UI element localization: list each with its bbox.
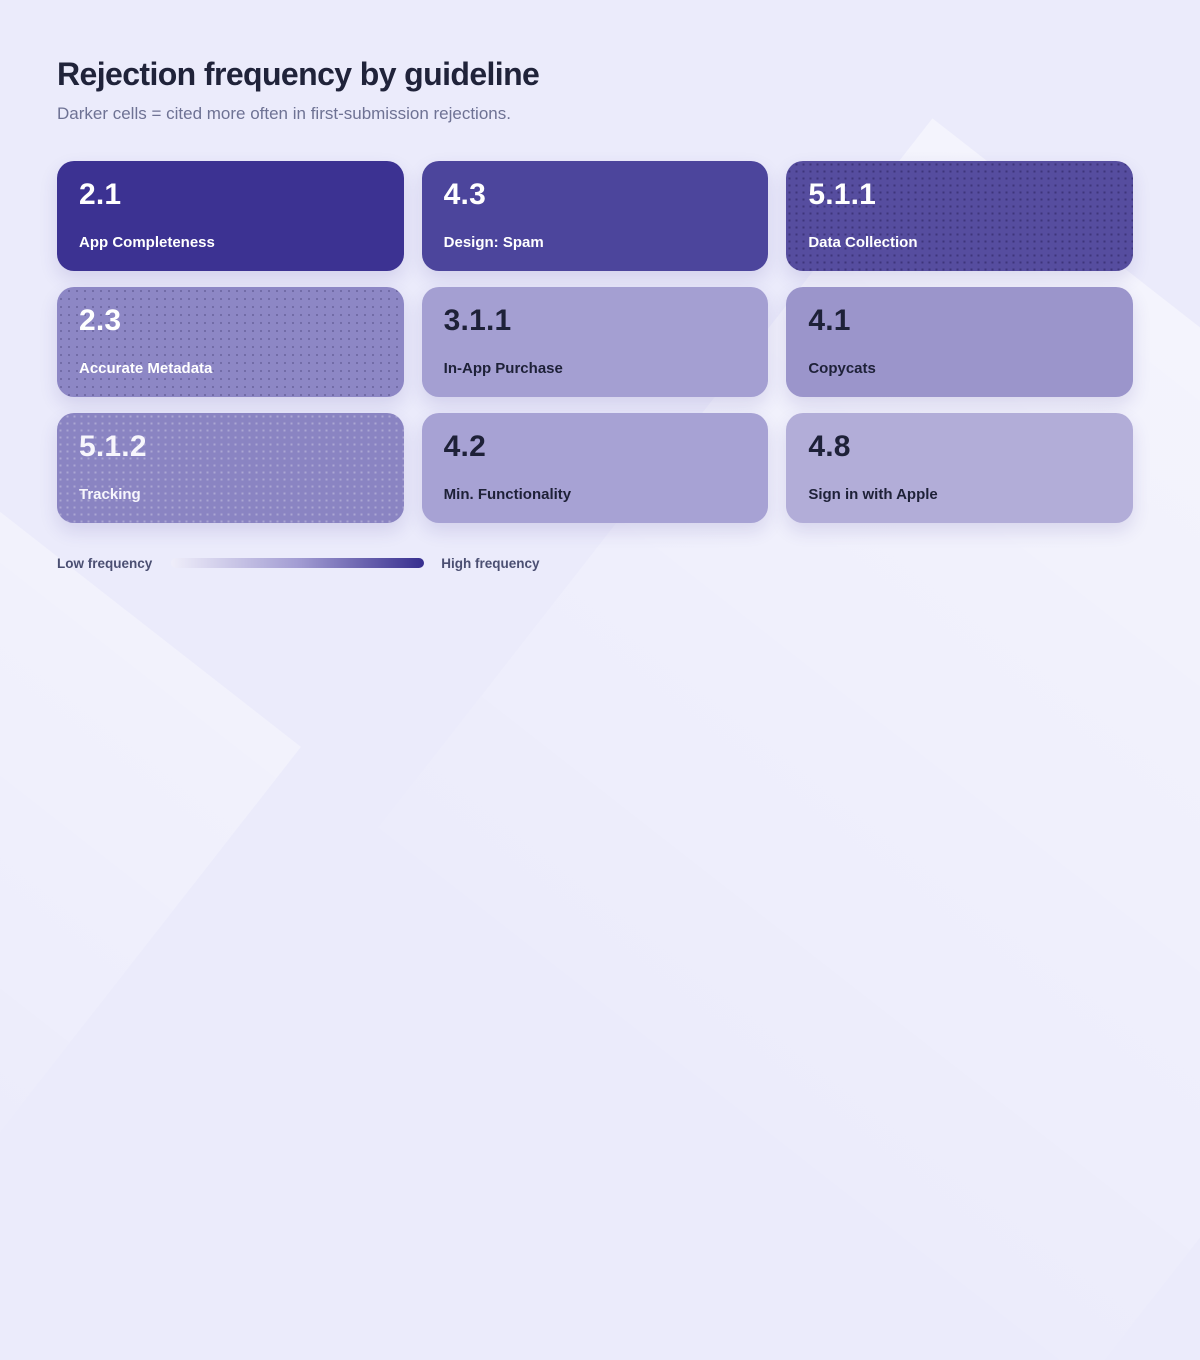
heatmap-cell-5-1-1: 5.1.1 Data Collection [786, 160, 1133, 271]
guideline-code: 4.2 [443, 429, 486, 463]
guideline-code: 5.1.2 [79, 429, 147, 463]
heatmap-cell-2-3: 2.3 Accurate Metadata [57, 286, 404, 397]
guideline-name: Copycats [808, 359, 876, 377]
guideline-code: 2.1 [79, 177, 122, 211]
guideline-name: Min. Functionality [443, 485, 572, 503]
guideline-code: 4.3 [443, 177, 486, 211]
heatmap-cell-4-2: 4.2 Min. Functionality [421, 412, 769, 523]
heatmap-cell-4-8: 4.8 Sign in with Apple [786, 412, 1133, 523]
guideline-name: Accurate Metadata [79, 359, 213, 377]
guideline-code: 2.3 [79, 303, 122, 337]
heatmap-cell-2-1: 2.1 App Completeness [57, 160, 404, 271]
guideline-name: App Completeness [79, 233, 215, 251]
guideline-name: In-App Purchase [443, 359, 563, 377]
frequency-legend: Low frequency High frequency [57, 556, 1133, 571]
heatmap-cell-3-1-1: 3.1.1 In-App Purchase [421, 286, 769, 397]
guideline-name: Data Collection [808, 233, 918, 251]
heatmap-cell-4-3: 4.3 Design: Spam [421, 160, 769, 271]
legend-low-label: Low frequency [57, 555, 153, 571]
guideline-code: 3.1.1 [443, 303, 512, 337]
heatmap-cell-4-1: 4.1 Copycats [786, 286, 1133, 397]
legend-high-label: High frequency [441, 555, 540, 571]
guideline-name: Sign in with Apple [808, 485, 938, 503]
infographic: Rejection frequency by guideline Darker … [0, 0, 1200, 571]
page-title: Rejection frequency by guideline [57, 56, 540, 92]
guideline-code: 5.1.1 [808, 177, 877, 211]
page-subtitle: Darker cells = cited more often in first… [57, 103, 511, 123]
legend-gradient-bar [171, 558, 425, 569]
guideline-code: 4.8 [808, 429, 851, 463]
guideline-name: Tracking [79, 485, 141, 503]
guideline-name: Design: Spam [443, 233, 544, 251]
heatmap-cell-5-1-2: 5.1.2 Tracking [57, 412, 404, 523]
guideline-code: 4.1 [808, 303, 851, 337]
heatmap-grid: 2.1 App Completeness 4.3 Design: Spam 5.… [57, 160, 1133, 523]
